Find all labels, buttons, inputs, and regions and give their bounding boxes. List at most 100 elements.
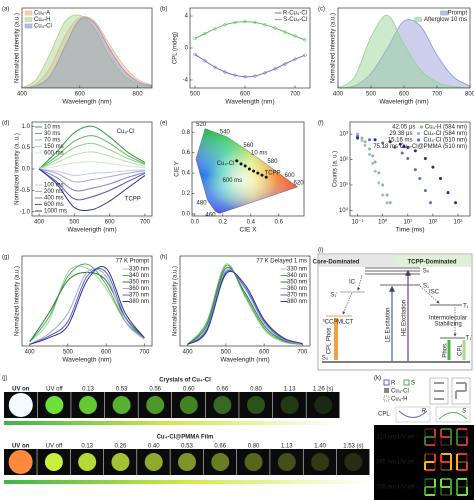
legend-label: R-Cu₄-Cl [283, 11, 307, 17]
digit-segment [457, 444, 467, 446]
digit-segment [456, 429, 458, 437]
point [367, 147, 372, 151]
legend-label: 400 ms [44, 196, 64, 202]
line [194, 53, 306, 78]
y-axis-label: CIE Y [175, 161, 181, 177]
time-label: 0.26 [115, 444, 127, 450]
time-label: 0.53 [116, 387, 128, 393]
x-tick-label: 500 [69, 220, 80, 226]
display-row-label: 365 nm UV off [376, 485, 415, 491]
sample-glow [244, 453, 263, 471]
axes-frame [189, 7, 311, 89]
axes-frame [337, 7, 471, 89]
point [303, 53, 307, 57]
line [38, 168, 146, 212]
photo-cell [303, 449, 337, 475]
digit-segment [424, 479, 426, 487]
area [22, 16, 152, 88]
plot-area [356, 132, 458, 205]
point [264, 175, 268, 179]
x-tick-label: 500 [190, 92, 201, 98]
sample-glow [311, 453, 330, 471]
plot-area [338, 14, 470, 88]
time-label: 0.13 [81, 444, 93, 450]
cpl-box [435, 406, 471, 423]
point [377, 181, 381, 185]
time-label: 1.53 (s) [343, 444, 363, 450]
legend-swatch [403, 379, 410, 386]
line [187, 270, 303, 345]
point [377, 171, 381, 175]
photo-row-title: Cu₄-Cl@PMMA Film [157, 435, 214, 441]
y-tick-label: 0.0 [182, 212, 191, 218]
point [363, 140, 367, 144]
chart-title: 77 K Prompt [116, 259, 150, 265]
point [423, 156, 427, 161]
point [263, 23, 267, 27]
point [413, 168, 417, 172]
area [22, 17, 152, 88]
digit-segment [441, 428, 451, 430]
panel-label: (h) [160, 255, 167, 261]
legend-lifetime: 42.05 μs [392, 125, 415, 131]
x-axis-label: Wavelength (nm) [225, 99, 274, 106]
sample-glow [79, 396, 97, 414]
line [29, 271, 145, 343]
axes-frame [179, 255, 311, 347]
y-tick-label: 10³ [339, 132, 348, 138]
panel-label: (g) [2, 255, 9, 261]
point [418, 176, 422, 181]
x-tick-label: 400 [17, 92, 28, 98]
x-tick-label: 700 [140, 220, 151, 226]
point [438, 176, 443, 181]
sample-glow [44, 453, 63, 471]
photo-cell [272, 392, 306, 418]
digit-segment [424, 462, 426, 470]
panel-label: (k) [374, 376, 381, 382]
sample-glow [211, 453, 230, 471]
legend-label: 30 ms [44, 131, 60, 137]
cpl-curve-label: R [422, 409, 427, 415]
plot-area [193, 19, 307, 79]
time-label: 0.56 [149, 387, 161, 393]
x-tick-label: 10¹ [403, 220, 412, 226]
plot-area [187, 263, 303, 345]
line [38, 168, 146, 201]
point [406, 145, 410, 149]
digit-segment [457, 486, 467, 488]
digit-segment [441, 444, 451, 446]
x-tick-label: 500 [221, 350, 232, 356]
line [38, 142, 146, 170]
point [373, 169, 377, 173]
digit-segment [456, 487, 458, 495]
time-label: 1.13 [281, 444, 293, 450]
time-label: UV off [46, 387, 63, 393]
annotation: Cu₄-Cl [117, 129, 135, 135]
photo-cell [270, 449, 303, 475]
sample-glow [146, 396, 165, 414]
legend-swatch [414, 17, 422, 22]
time-label: UV on [12, 387, 30, 393]
diagram-label: S₁ [423, 284, 429, 290]
panel-label: (e) [160, 121, 167, 127]
digit-segment [425, 486, 435, 488]
point [381, 183, 385, 187]
panel-label: (i) [318, 248, 323, 254]
digit-segment [425, 494, 435, 496]
legend-label: Prompt [448, 11, 468, 17]
y-tick-label: 0.4 [182, 171, 191, 177]
legend-label: 600 ms [44, 151, 64, 157]
diagram-label: S₁' [330, 293, 337, 299]
panel-label: (c) [318, 7, 325, 13]
point [293, 57, 297, 61]
point [293, 34, 297, 38]
axes-frame [191, 121, 305, 217]
line [187, 264, 303, 345]
digit-segment [434, 454, 436, 462]
legend-label: Cu₄-Cl [391, 389, 409, 395]
digit-segment [466, 437, 468, 445]
point [233, 20, 237, 25]
digit-segment [441, 436, 451, 438]
